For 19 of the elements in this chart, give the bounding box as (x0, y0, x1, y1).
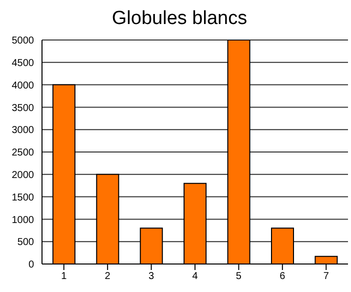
x-tick-label: 4 (192, 271, 198, 282)
x-tick-label: 5 (236, 271, 242, 282)
y-tick-label: 3000 (12, 125, 34, 136)
x-tick-label: 2 (104, 271, 111, 282)
x-tick-label: 1 (61, 271, 68, 282)
y-tick-label: 2500 (12, 148, 34, 159)
x-tick-label: 3 (148, 271, 155, 282)
y-tick-label: 500 (17, 237, 34, 248)
y-tick-label: 1000 (12, 214, 34, 226)
y-tick-label: 4500 (12, 58, 34, 69)
x-tick-label: 6 (280, 271, 286, 282)
y-tick-label: 4000 (12, 80, 34, 92)
x-tick-label: 7 (323, 271, 330, 282)
y-tick-label: 5000 (12, 36, 34, 47)
y-tick-label: 0 (28, 260, 34, 271)
y-tick-label: 3500 (12, 102, 34, 114)
y-tick-label: 2000 (12, 170, 34, 181)
y-tick-label: 1500 (12, 192, 34, 204)
chart-title: Globules blancs (110, 7, 248, 31)
